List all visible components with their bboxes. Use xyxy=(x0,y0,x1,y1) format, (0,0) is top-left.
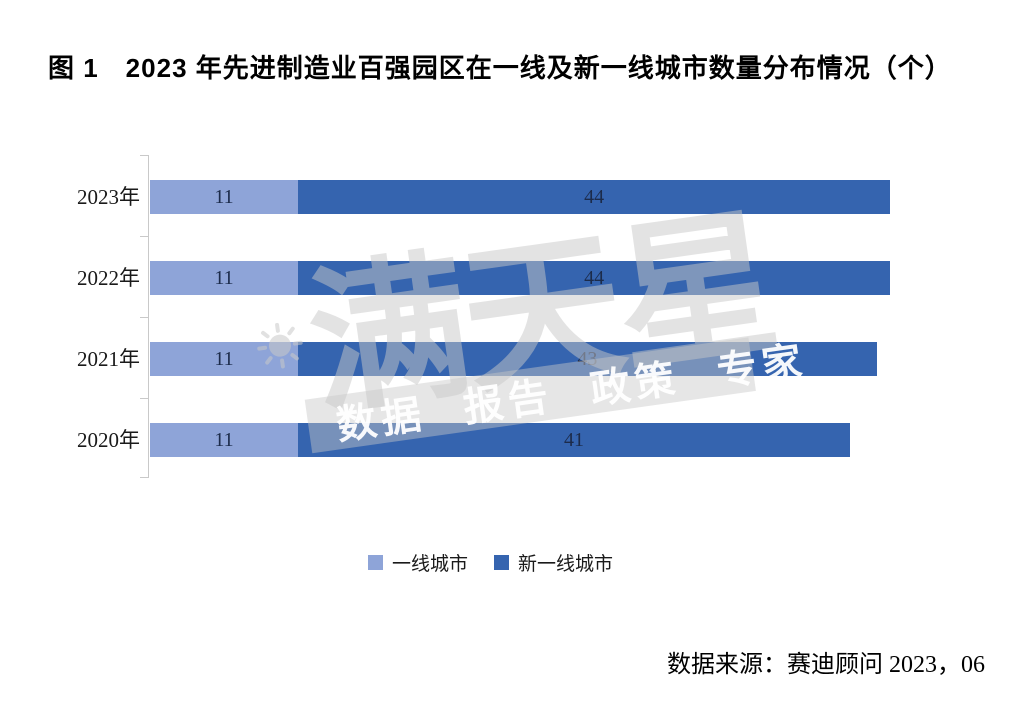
axis-tick xyxy=(140,398,148,399)
new-first-tier-swatch-icon xyxy=(494,555,510,570)
data-source: 数据来源：赛迪顾问 2023，06 xyxy=(667,652,985,678)
category-label: 2023年 xyxy=(77,185,140,209)
category-label: 2020年 xyxy=(77,428,140,452)
bar-segment-new-first-tier: 44 xyxy=(298,261,891,295)
legend-item-first-tier: 一线城市 xyxy=(368,549,468,576)
value-label: 11 xyxy=(214,428,234,451)
axis-tick xyxy=(140,477,148,478)
first-tier-swatch-icon xyxy=(368,555,383,570)
value-label: 44 xyxy=(584,266,605,289)
bar-segment-first-tier: 11 xyxy=(150,423,299,457)
watermark: 满天星 数据 报告 政策 专家 xyxy=(245,193,825,459)
axis-tick xyxy=(140,155,148,156)
y-axis-line xyxy=(148,155,149,478)
bar-segment-first-tier: 11 xyxy=(150,261,299,295)
bar-segment-new-first-tier: 43 xyxy=(298,342,877,376)
value-label: 11 xyxy=(214,185,234,208)
value-label: 43 xyxy=(577,347,598,370)
bar-row: 2023年 11 44 xyxy=(0,180,1025,214)
legend-label: 新一线城市 xyxy=(518,554,614,575)
bar-row: 2022年 11 44 xyxy=(0,261,1025,295)
legend-item-new-first-tier: 新一线城市 xyxy=(494,549,613,576)
bar-row: 2021年 11 43 xyxy=(0,342,1025,376)
bar-row: 2020年 11 41 xyxy=(0,423,1025,457)
bar-segment-first-tier: 11 xyxy=(150,342,299,376)
watermark-logo-text: 满天星 xyxy=(297,192,784,435)
bar-segment-new-first-tier: 41 xyxy=(298,423,850,457)
category-label: 2021年 xyxy=(77,347,140,371)
bar-segment-first-tier: 11 xyxy=(150,180,299,214)
value-label: 11 xyxy=(214,347,234,370)
value-label: 44 xyxy=(584,185,605,208)
bar-segment-new-first-tier: 44 xyxy=(298,180,891,214)
axis-tick xyxy=(140,317,148,318)
value-label: 11 xyxy=(214,266,234,289)
legend: 一线城市 新一线城市 xyxy=(368,549,613,576)
watermark-logo: 满天星 xyxy=(245,193,822,435)
legend-label: 一线城市 xyxy=(392,554,469,575)
axis-tick xyxy=(140,236,148,237)
chart-title: 图 1 2023 年先进制造业百强园区在一线及新一线城市数量分布情况（个） xyxy=(48,53,952,83)
value-label: 41 xyxy=(563,428,584,451)
category-label: 2022年 xyxy=(77,266,140,290)
